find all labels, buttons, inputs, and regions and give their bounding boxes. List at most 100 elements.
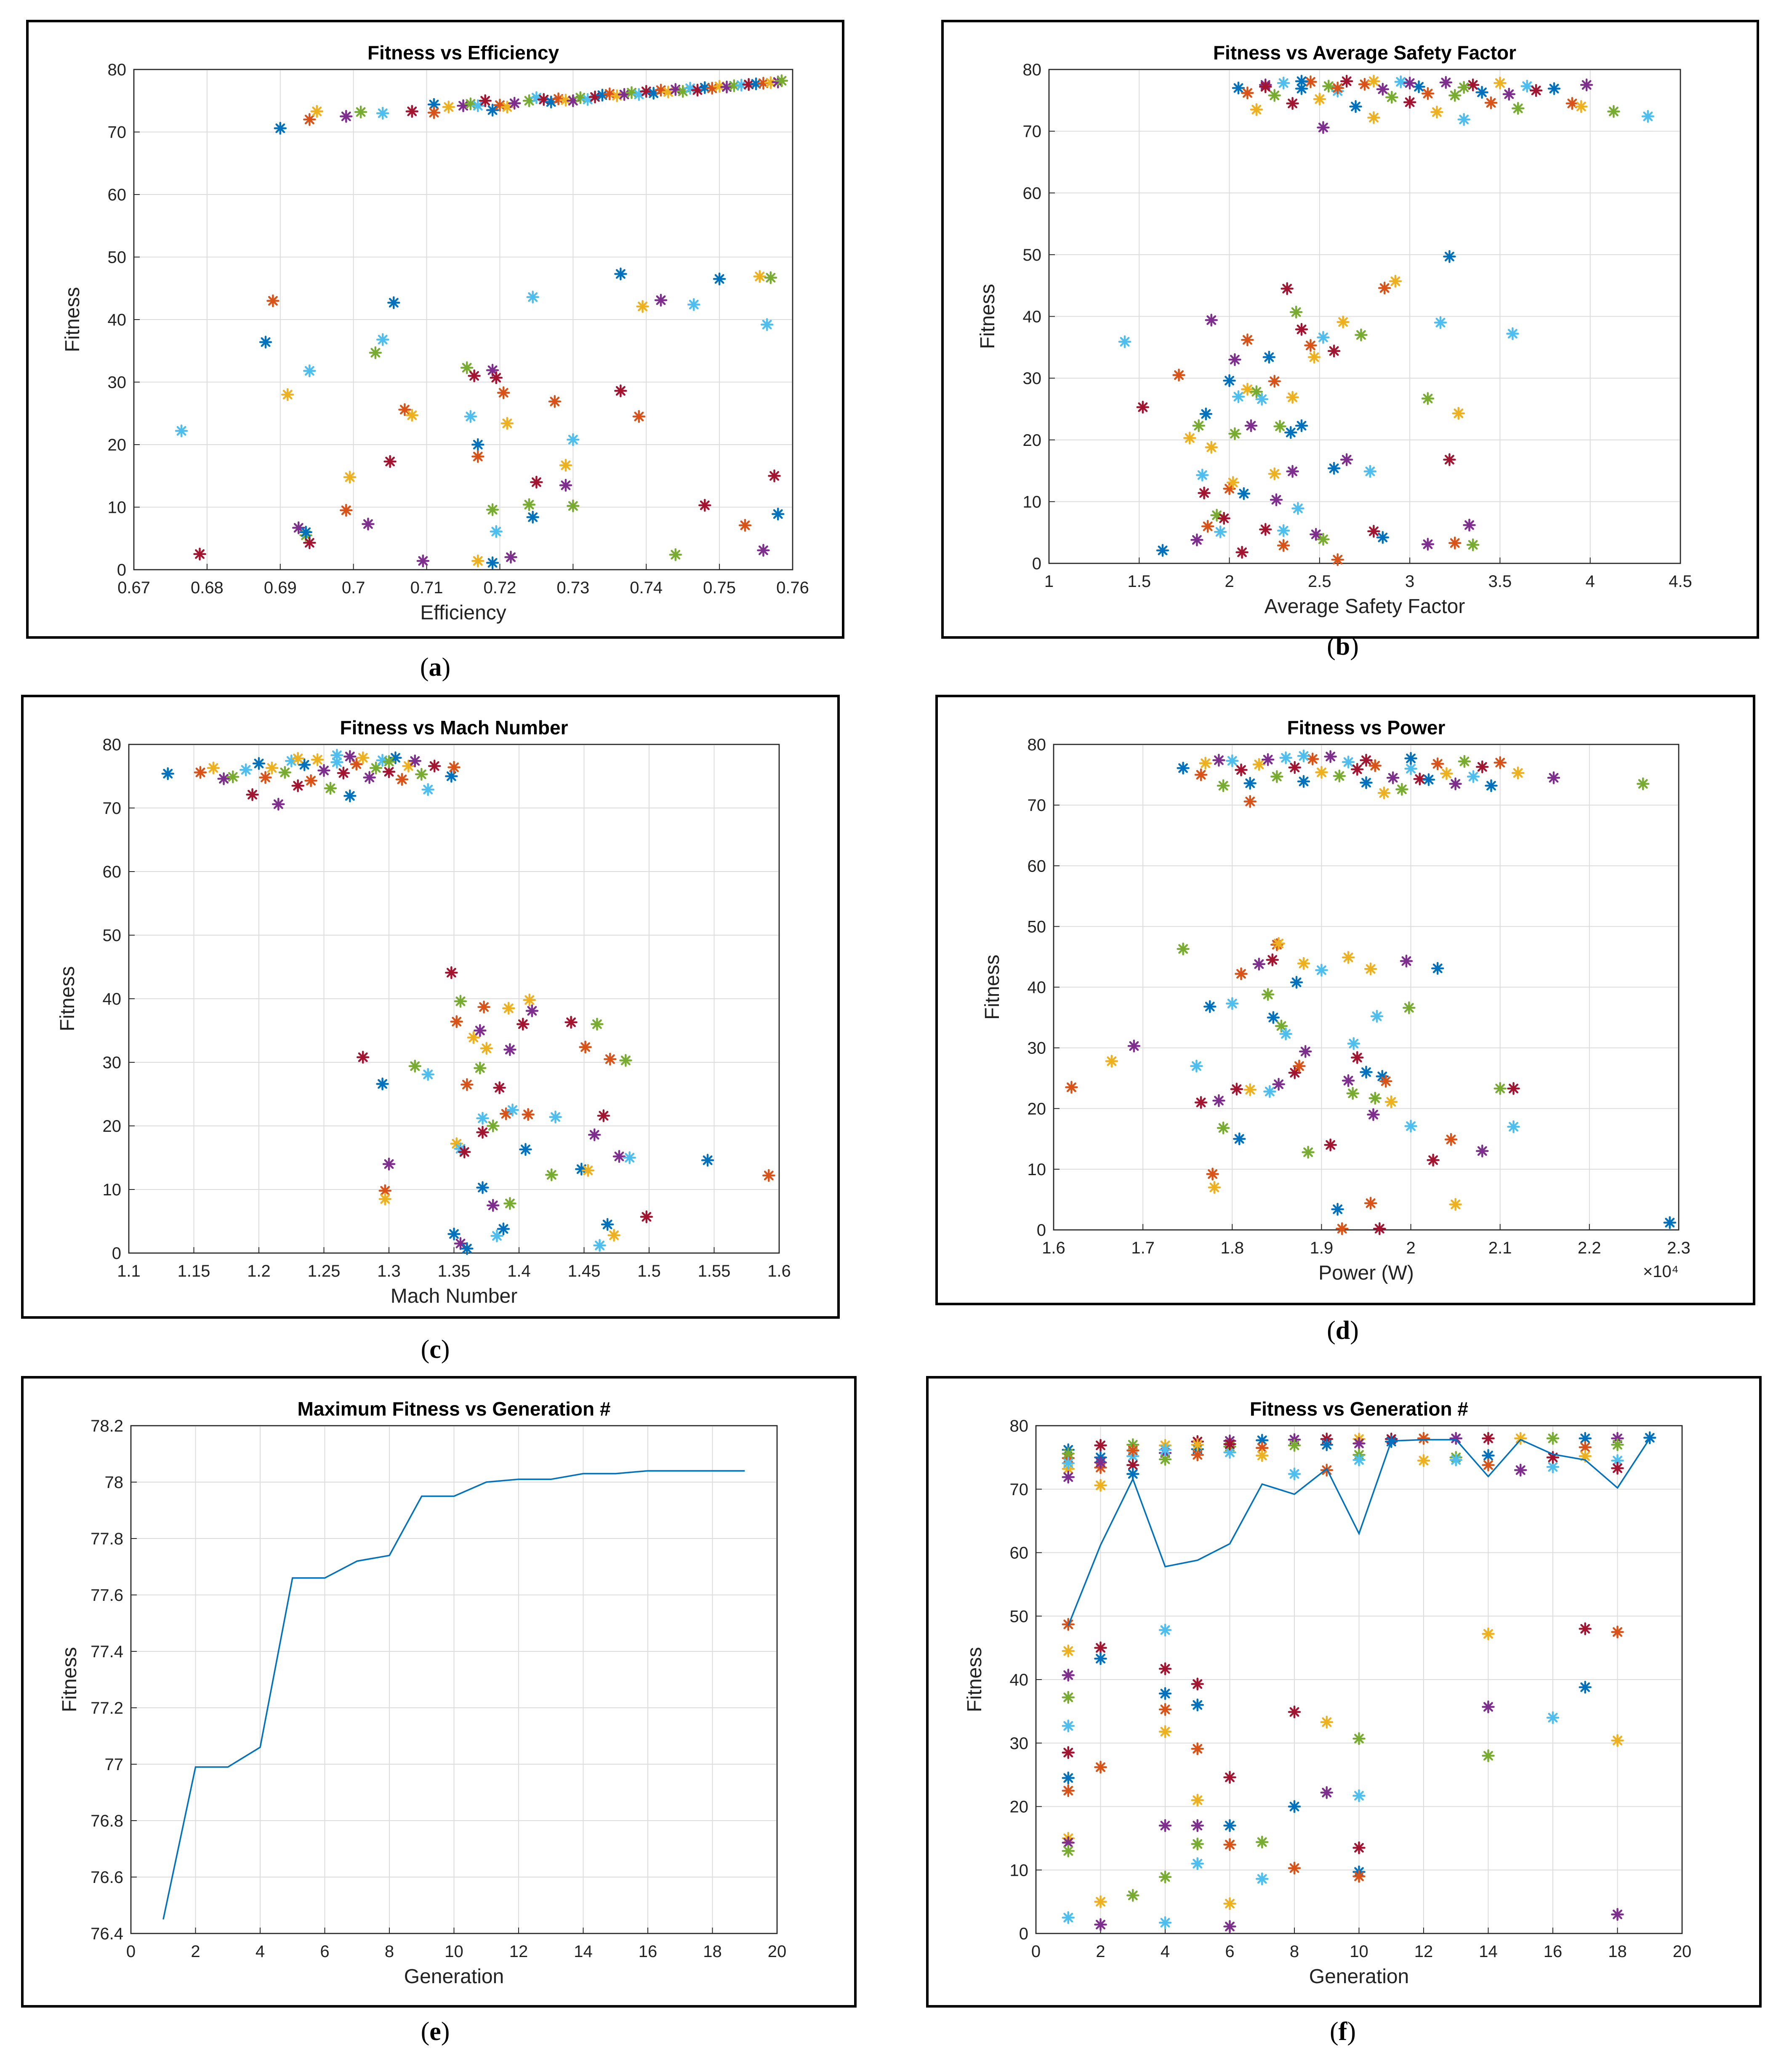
data-point xyxy=(1376,83,1390,96)
data-point-stroke xyxy=(410,756,420,766)
data-point-stroke xyxy=(407,410,417,420)
data-point-stroke xyxy=(614,1152,624,1161)
data-point-stroke xyxy=(1193,1795,1203,1805)
data-point xyxy=(1412,80,1425,93)
data-point xyxy=(1256,1449,1269,1462)
data-point-stroke xyxy=(1451,779,1461,789)
data-point-stroke xyxy=(1257,1435,1267,1445)
data-point xyxy=(1493,1082,1507,1095)
data-point xyxy=(1228,353,1241,366)
data-point xyxy=(1449,1198,1462,1211)
data-point xyxy=(1267,1011,1280,1024)
data-point xyxy=(1277,77,1290,90)
data-point-stroke xyxy=(762,320,772,330)
data-point xyxy=(1263,1085,1276,1098)
data-point-stroke xyxy=(1260,82,1270,92)
data-point xyxy=(415,768,428,781)
data-point xyxy=(579,1040,592,1054)
data-point-stroke xyxy=(1334,771,1344,781)
data-point xyxy=(632,410,646,423)
data-point-stroke xyxy=(1342,455,1352,465)
data-point-stroke xyxy=(1305,340,1315,350)
data-point-stroke xyxy=(531,93,541,103)
data-point-stroke xyxy=(1275,421,1285,431)
data-point-stroke xyxy=(561,480,571,490)
data-point xyxy=(1217,512,1230,525)
data-point-stroke xyxy=(1063,1912,1073,1923)
data-point xyxy=(464,97,477,110)
data-point-stroke xyxy=(1265,1086,1275,1096)
data-point-stroke xyxy=(1419,1456,1429,1466)
x-tick-label: 20 xyxy=(768,1942,787,1961)
y-tick-label: 77.6 xyxy=(91,1586,123,1605)
data-point xyxy=(161,767,174,780)
y-tick-label: 0 xyxy=(117,561,126,579)
data-point xyxy=(771,507,785,521)
data-point-stroke xyxy=(751,79,761,89)
data-point xyxy=(1320,1715,1333,1729)
data-point-stroke xyxy=(521,1144,530,1155)
data-point-stroke xyxy=(1128,1469,1138,1479)
data-point-stroke xyxy=(1128,1460,1138,1470)
data-point xyxy=(1259,80,1272,93)
y-tick-label: 78 xyxy=(105,1473,124,1492)
data-point-stroke xyxy=(583,1165,593,1176)
data-point xyxy=(474,1024,487,1037)
data-point xyxy=(1268,89,1281,102)
data-point xyxy=(1194,768,1208,781)
data-point xyxy=(416,554,430,568)
data-point-stroke xyxy=(1290,763,1300,773)
data-point xyxy=(1452,407,1465,420)
y-tick-label: 40 xyxy=(1010,1671,1029,1689)
x-tick-label: 6 xyxy=(1225,1942,1234,1961)
plot-frame xyxy=(1035,1425,1683,1934)
data-point xyxy=(1482,1432,1495,1445)
data-point-stroke xyxy=(1193,1450,1203,1460)
data-point xyxy=(1191,1819,1204,1832)
chart-svg-c: 1.1 1.15 1.2 1.25 1.3 1.35 1.4 1.45 1.5 1.55 1.6 0 1… xyxy=(56,717,791,1307)
x-axis-label: Generation xyxy=(404,1965,504,1988)
data-point xyxy=(1288,1800,1301,1813)
data-point-stroke xyxy=(1066,1082,1076,1092)
data-point xyxy=(259,771,272,784)
data-point-stroke xyxy=(1299,751,1309,761)
data-point xyxy=(499,1107,513,1120)
data-point-stroke xyxy=(1289,1469,1299,1479)
data-point-stroke xyxy=(1329,463,1339,473)
data-point-stroke xyxy=(312,107,322,116)
data-point xyxy=(382,1157,396,1171)
data-point xyxy=(508,96,521,110)
data-point-stroke xyxy=(1342,76,1352,86)
data-point xyxy=(1485,779,1498,792)
data-point-stroke xyxy=(769,471,779,481)
data-point-stroke xyxy=(1515,1433,1525,1443)
data-point xyxy=(1404,762,1417,775)
data-point-stroke xyxy=(1305,77,1315,87)
x-tick-label: 1.6 xyxy=(1042,1239,1065,1257)
data-point-stroke xyxy=(1239,488,1249,499)
x-tick-label: 0.67 xyxy=(117,579,150,597)
data-point-stroke xyxy=(700,500,710,510)
data-point xyxy=(1206,1168,1219,1181)
chart-svg-d: 1.6 1.7 1.8 1.9 2 2.1 2.2 2.3 0 10 20 30 40 50 60 70 80 F… xyxy=(981,717,1690,1284)
data-point xyxy=(1364,1197,1377,1210)
data-point xyxy=(1507,1120,1520,1133)
data-point xyxy=(480,1042,493,1055)
data-point-stroke xyxy=(1290,1068,1300,1078)
data-point-stroke xyxy=(487,365,498,375)
x-tick-label: 12 xyxy=(1414,1942,1433,1961)
data-point xyxy=(497,386,510,399)
y-tick-label: 70 xyxy=(1023,123,1042,141)
data-point-stroke xyxy=(1201,409,1211,419)
data-point-stroke xyxy=(1236,765,1246,775)
data-point-stroke xyxy=(1288,392,1298,403)
data-point-stroke xyxy=(1548,1433,1558,1443)
data-point xyxy=(311,753,324,766)
chart-title: Fitness vs Generation # xyxy=(1250,1398,1468,1420)
data-point-stroke xyxy=(1337,1224,1347,1234)
chart-panel-f: 0 2 4 6 8 10 12 14 16 18 20 0 10 20 30 40 50 60 70 80 Fitnes… xyxy=(926,1376,1762,2008)
data-point xyxy=(1126,1467,1139,1480)
data-point xyxy=(1277,524,1290,537)
data-point xyxy=(1476,760,1489,773)
data-point xyxy=(1286,97,1299,110)
